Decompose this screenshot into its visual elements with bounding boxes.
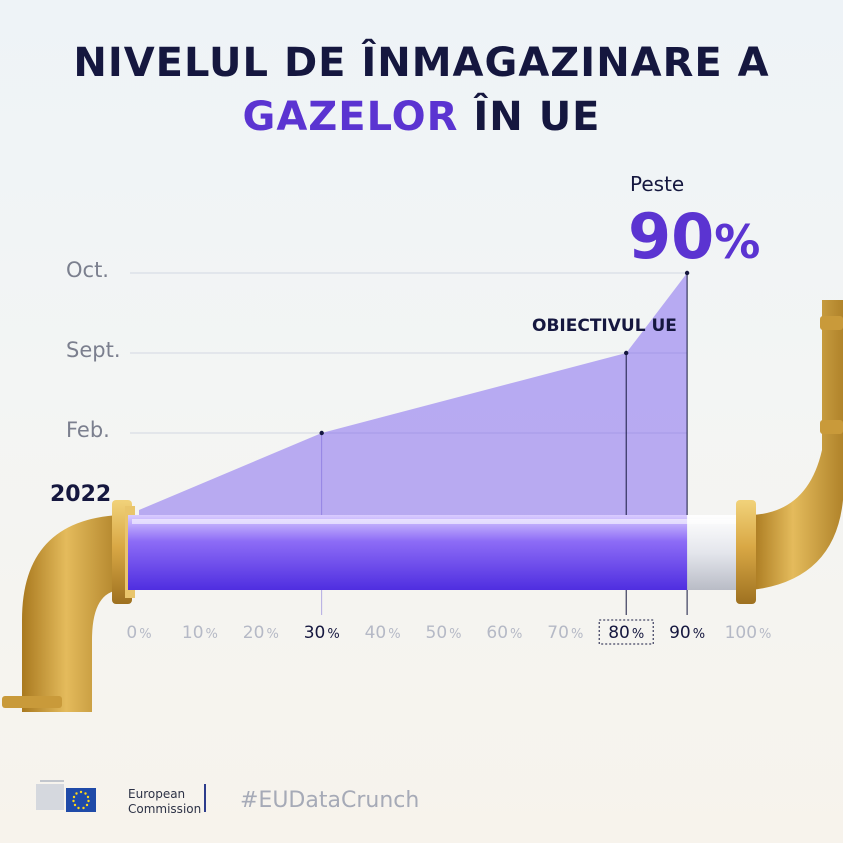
data-point [684,270,690,276]
month-label: Oct. [66,258,109,282]
data-point [319,430,324,436]
right-pipe [736,300,843,604]
month-labels: Feb. Sept. Oct. [66,258,121,442]
x-tick-label: 30% [304,623,340,643]
pipe-highlight [132,519,736,524]
x-tick-label: 10% [182,623,218,643]
x-tick-label: 70% [547,623,583,643]
title-rest: ÎN UE [458,94,601,140]
callout-prefix: Peste [630,172,684,196]
month-label: Sept. [66,338,121,362]
data-point [624,350,629,356]
title-highlight: GAZELOR [242,94,459,140]
ec-line-1: European [128,787,186,801]
x-tick-label: 60% [486,623,522,643]
grid-lines [130,272,688,434]
ec-wordmark: European Commission [128,787,201,817]
x-tick-label: 40% [365,623,401,643]
x-tick-label: 0% [126,623,151,643]
target-tick-box [598,619,654,645]
x-tick-label: 100% [725,623,772,643]
x-axis-ticks: 0% 10% 20% 30% 40% 50% 60% 70% 80% 90% 100% [126,619,772,645]
callout-unit: % [714,215,760,269]
data-points [319,270,690,436]
pipe-filled-section [128,515,688,590]
title-line-1: NIVELUL DE ÎNMAGAZINARE A [73,40,770,86]
ec-line-2: Commission [128,802,202,816]
month-label: Feb. [66,418,110,442]
storage-area [139,273,688,515]
x-tick-label: 20% [243,623,279,643]
target-label: OBIECTIVUL UE [532,316,677,336]
european-commission-logo [36,780,96,812]
page-title: NIVELUL DE ÎNMAGAZINARE A GAZELOR ÎN UE [0,36,843,144]
callout-number: 90 [628,200,714,273]
x-tick-label: 90% [669,623,705,643]
year-label: 2022 [50,482,111,507]
x-tick-label: 80% [608,623,644,643]
footer-divider [204,784,206,812]
x-tick-label: 50% [426,623,462,643]
callout-value: 90% [628,200,760,273]
hashtag: #EUDataCrunch [240,788,420,813]
title-line-2: GAZELOR ÎN UE [0,90,843,144]
left-pipe [2,500,135,712]
